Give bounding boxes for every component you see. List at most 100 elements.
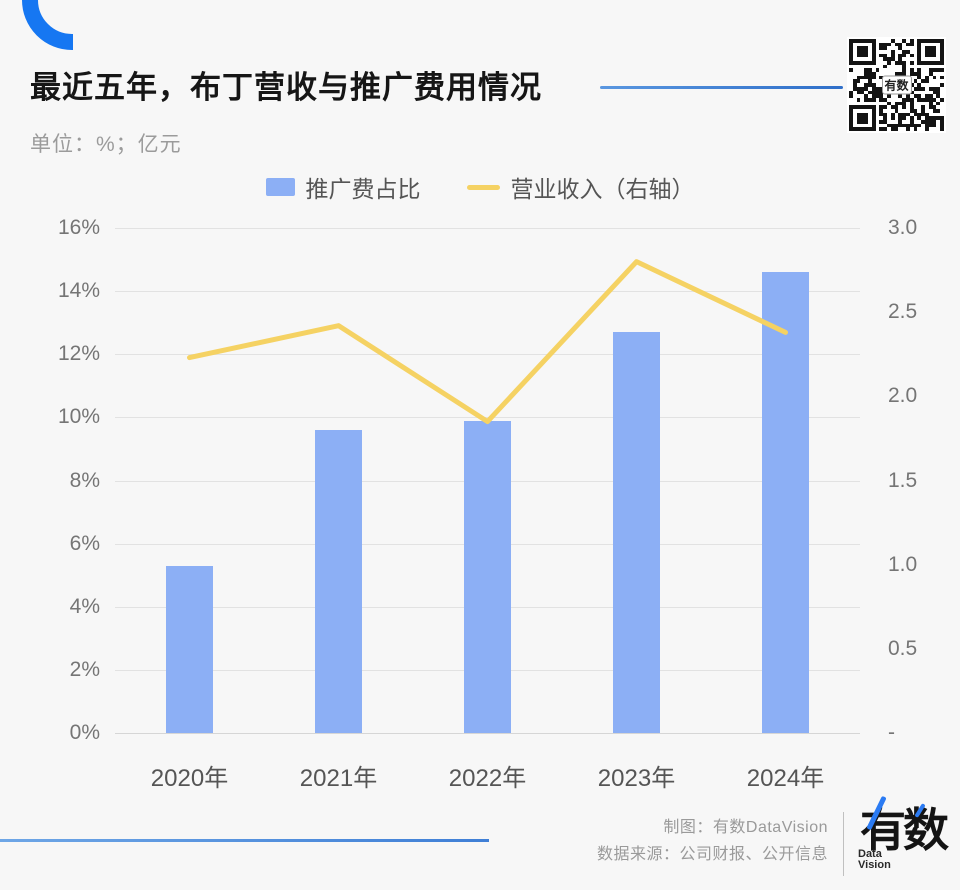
qr-module [852, 79, 857, 84]
qr-module [864, 39, 868, 43]
qr-module [917, 42, 922, 47]
qr-module [871, 72, 876, 76]
bottom-rule-decoration [0, 839, 489, 842]
qr-module [917, 72, 922, 76]
qr-module [894, 72, 899, 76]
qr-module [864, 72, 868, 76]
left-axis-tick-label: 8% [69, 468, 100, 492]
qr-module [894, 127, 899, 131]
qr-module [864, 97, 868, 102]
qr-module [879, 108, 884, 113]
qr-module [856, 119, 861, 124]
qr-module [928, 116, 933, 120]
qr-module [928, 68, 933, 73]
qr-module [940, 127, 944, 131]
qr-module [856, 86, 861, 91]
qr-module [936, 90, 941, 95]
qr-module [898, 46, 903, 51]
footer-divider [843, 812, 844, 876]
source-line: 数据来源：公司财报、公开信息 [596, 846, 828, 863]
qr-module [940, 119, 944, 124]
qr-module [902, 101, 906, 106]
bar-swatch-icon [265, 178, 295, 196]
qr-module [871, 94, 876, 98]
qr-module [883, 127, 887, 131]
qr-module [905, 123, 910, 128]
qr-module [917, 112, 922, 117]
qr-module [928, 50, 933, 54]
qr-module [867, 83, 872, 87]
qr-module [864, 86, 868, 91]
qr-module [890, 123, 895, 128]
bar-2023年 [613, 332, 660, 733]
qr-module [879, 42, 884, 47]
qr-module [871, 42, 876, 47]
qr-module [917, 97, 922, 102]
qr-module [909, 101, 914, 106]
qr-module [909, 105, 914, 109]
qr-module [924, 53, 929, 58]
qr-module [856, 79, 861, 84]
qr-module [902, 61, 906, 65]
qr-module [921, 119, 925, 124]
qr-module [871, 75, 876, 80]
qr-module [924, 79, 929, 84]
qr-code: 有数 [847, 37, 946, 133]
qr-module [932, 53, 937, 58]
qr-module [879, 94, 884, 98]
qr-module [902, 97, 906, 102]
qr-module [886, 123, 891, 128]
qr-module [917, 57, 922, 62]
qr-module [905, 50, 910, 54]
qr-module [909, 123, 914, 128]
left-axis-tick-label: 16% [57, 216, 100, 239]
qr-module [886, 57, 891, 62]
qr-module [856, 46, 861, 51]
qr-module [924, 116, 929, 120]
title-underline [600, 86, 843, 89]
qr-module [902, 50, 906, 54]
qr-module [928, 101, 933, 106]
qr-module [917, 83, 922, 87]
qr-module [913, 94, 918, 98]
qr-module [890, 116, 895, 120]
qr-module [932, 61, 937, 65]
qr-module [936, 86, 941, 91]
qr-module [913, 86, 918, 91]
qr-module [879, 97, 884, 102]
qr-module [883, 57, 887, 62]
qr-module [867, 127, 872, 131]
qr-module [928, 61, 933, 65]
qr-module [871, 119, 876, 124]
qr-module [864, 46, 868, 51]
qr-module [864, 112, 868, 117]
qr-module [909, 97, 914, 102]
left-axis-tick-label: 0% [69, 721, 100, 744]
qr-module [898, 116, 903, 120]
qr-module [924, 61, 929, 65]
qr-module [940, 57, 944, 62]
qr-module [860, 75, 865, 80]
qr-module [894, 61, 899, 65]
qr-module [905, 42, 910, 47]
qr-module [917, 50, 922, 54]
qr-module [856, 50, 861, 54]
qr-module [898, 112, 903, 117]
qr-module [890, 105, 895, 109]
qr-module [898, 57, 903, 62]
qr-module [849, 42, 853, 47]
qr-module [890, 53, 895, 58]
qr-module [871, 105, 876, 109]
qr-module [928, 86, 933, 91]
qr-module [940, 83, 944, 87]
qr-module [932, 119, 937, 124]
qr-module [902, 39, 906, 43]
qr-module [902, 116, 906, 120]
qr-center-label: 有数 [881, 75, 912, 95]
qr-module [849, 127, 853, 131]
qr-module [932, 90, 937, 95]
qr-module [898, 72, 903, 76]
legend-label: 推广费占比 [305, 176, 421, 202]
qr-module [905, 94, 910, 98]
qr-module [860, 86, 865, 91]
